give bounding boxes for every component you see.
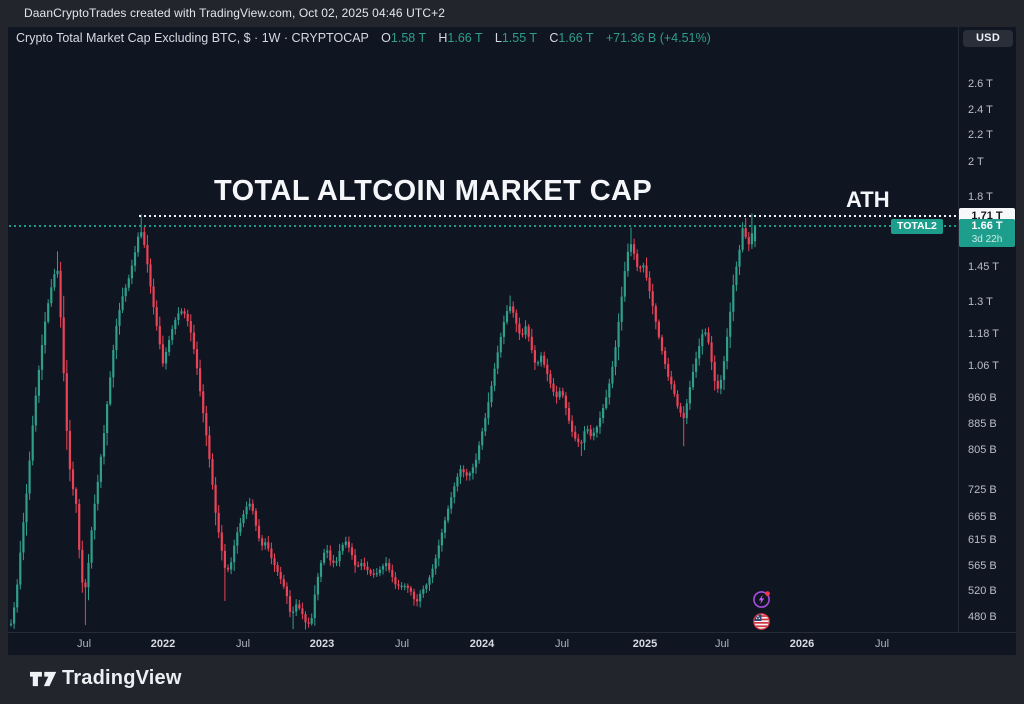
price-axis-label: 1.8 T bbox=[968, 191, 993, 203]
time-axis-label: Jul bbox=[554, 638, 570, 650]
bar-close-countdown: 3d 22h bbox=[971, 233, 1003, 245]
time-axis-label: 2022 bbox=[150, 638, 176, 650]
price-axis-label: 1.45 T bbox=[968, 261, 999, 273]
time-axis-label: 2023 bbox=[309, 638, 335, 650]
price-axis-label: 565 B bbox=[968, 560, 997, 572]
footer-bar: TradingView bbox=[0, 655, 1024, 704]
candlestick-series[interactable] bbox=[8, 27, 958, 632]
price-axis-label: 885 B bbox=[968, 418, 997, 430]
time-axis[interactable]: Jul 2022 Jul 2023 Jul 2024 Jul 2025 Jul 2026 Jul bbox=[8, 632, 1016, 655]
time-axis-label: Jul bbox=[394, 638, 410, 650]
time-axis-label: 2026 bbox=[789, 638, 815, 650]
chart-title-drawing[interactable]: TOTAL ALTCOIN MARKET CAP bbox=[214, 175, 653, 207]
price-axis-label: 960 B bbox=[968, 392, 997, 404]
time-axis-label: Jul bbox=[874, 638, 890, 650]
lightning-event-icon[interactable] bbox=[752, 590, 771, 609]
price-axis-label: 480 B bbox=[968, 611, 997, 623]
price-axis-label: 665 B bbox=[968, 511, 997, 523]
close-label: C bbox=[549, 31, 559, 45]
change-value: +71.36 B (+4.51%) bbox=[605, 31, 711, 45]
time-axis-label: Jul bbox=[235, 638, 251, 650]
currency-toggle-button[interactable]: USD bbox=[963, 30, 1013, 47]
price-axis-label: 805 B bbox=[968, 444, 997, 456]
tradingview-brand-text[interactable]: TradingView bbox=[62, 667, 182, 689]
ath-horizontal-line[interactable] bbox=[139, 215, 957, 218]
chart-panel: Crypto Total Market Cap Excluding BTC, $… bbox=[8, 27, 1016, 655]
attribution-text: DaanCryptoTrades created with TradingVie… bbox=[24, 6, 445, 20]
symbol-title[interactable]: Crypto Total Market Cap Excluding BTC, $… bbox=[16, 31, 369, 45]
open-label: O bbox=[381, 31, 391, 45]
us-flag-event-icon[interactable] bbox=[752, 612, 771, 631]
time-axis-label: 2024 bbox=[469, 638, 495, 650]
last-price-axis-badge: 1.66 T 3d 22h bbox=[959, 218, 1015, 247]
close-value: 1.66 T bbox=[558, 31, 594, 45]
high-label: H bbox=[438, 31, 448, 45]
symbol-legend[interactable]: Crypto Total Market Cap Excluding BTC, $… bbox=[16, 31, 711, 45]
chart-plot-area[interactable] bbox=[8, 27, 958, 632]
price-axis-label: 2 T bbox=[968, 156, 984, 168]
ath-label-drawing[interactable]: ATH bbox=[846, 187, 890, 212]
price-axis-label: 2.2 T bbox=[968, 129, 993, 141]
price-axis-label: 725 B bbox=[968, 484, 997, 496]
low-label: L bbox=[494, 31, 502, 45]
price-axis-label: 1.06 T bbox=[968, 360, 999, 372]
price-axis[interactable]: USD 2.6 T 2.4 T 2.2 T 2 T 1.8 T 1.45 T 1.3 T 1.… bbox=[958, 27, 1016, 632]
tradingview-logo-icon[interactable] bbox=[30, 670, 57, 688]
price-axis-label: 2.6 T bbox=[968, 78, 993, 90]
high-value: 1.66 T bbox=[447, 31, 483, 45]
last-price-value: 1.66 T bbox=[971, 219, 1003, 232]
time-axis-label: Jul bbox=[714, 638, 730, 650]
price-axis-label: 1.3 T bbox=[968, 296, 993, 308]
price-axis-label: 2.4 T bbox=[968, 104, 993, 116]
price-axis-label: 615 B bbox=[968, 534, 997, 546]
open-value: 1.58 T bbox=[390, 31, 426, 45]
price-axis-label: 1.18 T bbox=[968, 328, 999, 340]
low-value: 1.55 T bbox=[501, 31, 537, 45]
price-axis-label: 520 B bbox=[968, 585, 997, 597]
time-axis-label: Jul bbox=[76, 638, 92, 650]
current-price-line bbox=[9, 224, 957, 227]
series-price-line-tag: TOTAL2 bbox=[891, 218, 943, 234]
time-axis-label: 2025 bbox=[632, 638, 658, 650]
